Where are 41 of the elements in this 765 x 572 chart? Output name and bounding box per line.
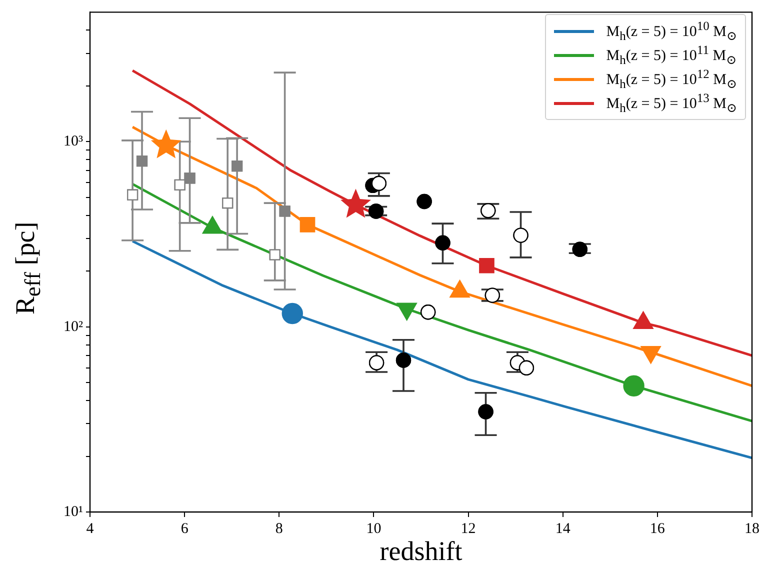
x-axis-title: redshift [378, 536, 464, 567]
point [484, 288, 500, 303]
point [232, 160, 243, 172]
x-tick-label: 10 [366, 520, 382, 537]
point [420, 304, 436, 320]
point [371, 176, 387, 191]
x-tick-label: 12 [460, 520, 476, 537]
y-tick-label: 10³ [64, 134, 84, 150]
point [269, 249, 280, 260]
point [368, 355, 384, 370]
legend-label: M$_{h}$(z = 5) = 10$^{11}$ M$_{⊙}$ [606, 42, 737, 68]
y-tick-label: 10¹ [64, 504, 83, 520]
point [136, 156, 148, 167]
x-tick-label: 16 [650, 520, 666, 537]
point [279, 206, 290, 217]
point [479, 258, 494, 274]
point [478, 404, 494, 420]
point [300, 217, 316, 232]
legend-label: M$_{h}$(z = 5) = 10$^{12}$ M$_{⊙}$ [606, 66, 737, 92]
point [513, 228, 528, 243]
x-tick-label: 18 [744, 520, 760, 537]
point [282, 302, 303, 324]
point [184, 172, 196, 184]
point [572, 242, 588, 257]
x-tick-label: 14 [555, 520, 571, 537]
x-tick-label: 8 [275, 520, 283, 537]
point [368, 204, 384, 219]
point [518, 360, 534, 376]
point [435, 235, 450, 250]
legend-label: M$_{h}$(z = 5) = 10$^{13}$ M$_{⊙}$ [606, 90, 737, 116]
point [623, 375, 644, 396]
x-tick-label: 6 [180, 520, 189, 537]
point [480, 203, 496, 218]
y-tick-label: 10² [64, 318, 84, 335]
point [222, 197, 234, 209]
legend-label: M$_{h}$(z = 5) = 10$^{10}$ M$_{⊙}$ [606, 18, 737, 44]
point [127, 189, 138, 200]
x-tick-label: 4 [86, 520, 94, 537]
point [396, 352, 412, 368]
point [174, 179, 186, 190]
point [416, 194, 432, 210]
